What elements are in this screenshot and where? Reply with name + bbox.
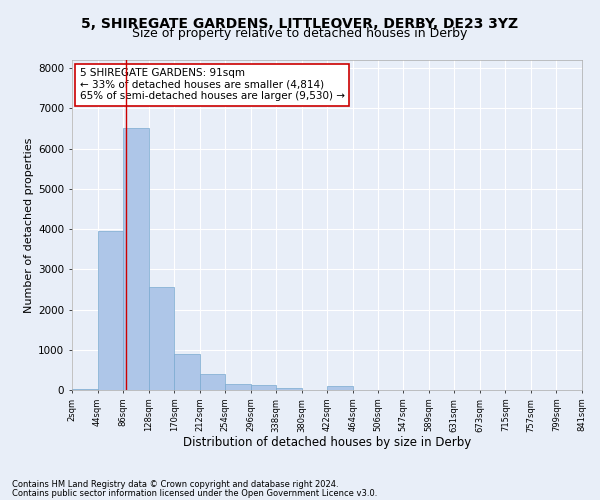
Text: 5, SHIREGATE GARDENS, LITTLEOVER, DERBY, DE23 3YZ: 5, SHIREGATE GARDENS, LITTLEOVER, DERBY,… [82,18,518,32]
Bar [72,389,98,390]
Text: Contains public sector information licensed under the Open Government Licence v3: Contains public sector information licen… [12,488,377,498]
Text: 5 SHIREGATE GARDENS: 91sqm
← 33% of detached houses are smaller (4,814)
65% of s: 5 SHIREGATE GARDENS: 91sqm ← 33% of deta… [80,68,344,102]
Text: Size of property relative to detached houses in Derby: Size of property relative to detached ho… [133,28,467,40]
Bar [225,384,251,390]
Bar [200,374,225,390]
Bar [174,354,200,390]
Bar [123,128,149,390]
Bar [98,231,123,390]
Bar [328,386,353,390]
Bar [149,288,174,390]
Y-axis label: Number of detached properties: Number of detached properties [24,138,34,312]
Text: Contains HM Land Registry data © Crown copyright and database right 2024.: Contains HM Land Registry data © Crown c… [12,480,338,489]
Bar [251,385,276,390]
Bar [276,388,302,390]
X-axis label: Distribution of detached houses by size in Derby: Distribution of detached houses by size … [183,436,471,449]
